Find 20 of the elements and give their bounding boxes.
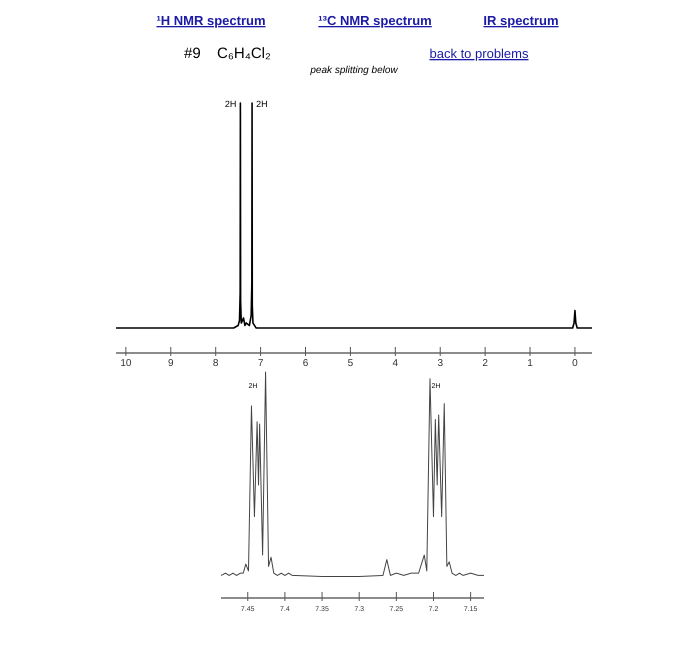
x-tick-label: 6 <box>302 358 309 369</box>
x-tick-label: 8 <box>212 358 219 369</box>
x-tick-label: 5 <box>348 358 354 369</box>
x-tick-label: 0 <box>572 358 578 369</box>
chart-subtitle: C₆H₄Cl₂ <box>217 45 272 62</box>
x-tick-label: 2 <box>482 358 488 369</box>
text: ¹³C NMR spectrum <box>318 13 432 28</box>
annotation: 2H <box>224 99 236 109</box>
chart-title: #9 <box>184 45 201 62</box>
text: IR spectrum <box>483 13 559 28</box>
x-tick-label: 9 <box>168 358 174 369</box>
x-tick-label: 10 <box>120 358 132 369</box>
text: back to problems <box>430 46 529 61</box>
x-tick-label: 1 <box>527 358 534 369</box>
x-tick-label: 4 <box>392 358 399 369</box>
x-tick-label: 3 <box>437 358 444 369</box>
x-tick-label: 7 <box>258 358 264 369</box>
text: ¹H NMR spectrum <box>156 13 266 28</box>
annotation: 2H <box>256 99 268 109</box>
text: peak splitting below <box>309 65 398 76</box>
